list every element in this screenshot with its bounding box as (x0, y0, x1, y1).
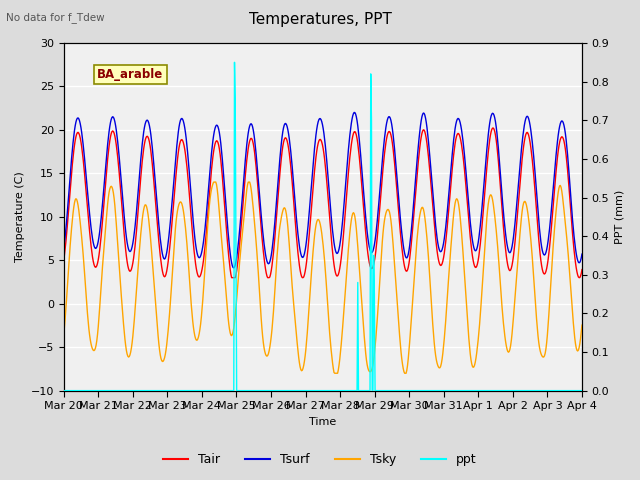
Text: BA_arable: BA_arable (97, 68, 164, 81)
Y-axis label: PPT (mm): PPT (mm) (615, 190, 625, 244)
Y-axis label: Temperature (C): Temperature (C) (15, 171, 25, 262)
X-axis label: Time: Time (309, 417, 337, 427)
Text: Temperatures, PPT: Temperatures, PPT (248, 12, 392, 27)
Text: No data for f_Tdew: No data for f_Tdew (6, 12, 105, 23)
Legend: Tair, Tsurf, Tsky, ppt: Tair, Tsurf, Tsky, ppt (158, 448, 482, 471)
